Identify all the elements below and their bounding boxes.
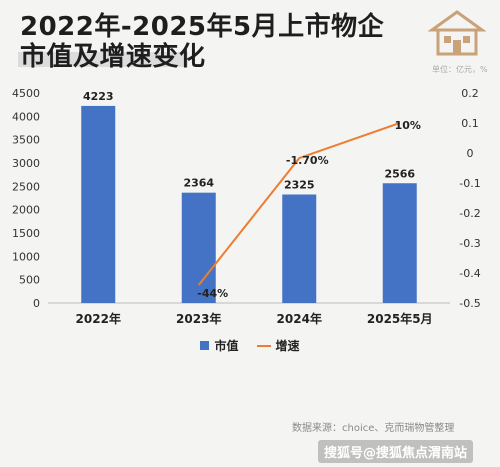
growth-line [197, 122, 401, 286]
y-right-tick-label: -0.3 [459, 237, 480, 250]
bar-market-value [282, 194, 317, 303]
title-line-1: 2022年-2025年5月上市物企 [20, 12, 385, 42]
line-data-label: 10% [395, 119, 421, 132]
legend-label-market-value: 市值 [214, 339, 239, 353]
bar-data-label: 2364 [183, 177, 214, 190]
bar-data-label: 4223 [83, 90, 114, 103]
y-right-tick-label: -0.2 [459, 207, 480, 220]
y-left-tick-label: 1500 [12, 227, 40, 240]
chart-title: 2022年-2025年5月上市物企 市值及增速变化 [20, 12, 384, 72]
line-data-label: -1.70% [286, 154, 329, 167]
bar-market-value [81, 105, 116, 303]
y-right-tick-label: -0.4 [459, 267, 480, 280]
y-left-tick-label: 2000 [12, 204, 40, 217]
y-left-tick-label: 3000 [12, 157, 40, 170]
y-left-tick-label: 4000 [12, 110, 40, 123]
legend: 市值 增速 [0, 337, 500, 354]
legend-item-growth: 增速 [256, 337, 300, 354]
line-data-label: -44% [197, 287, 228, 300]
y-right-tick-label: 0 [467, 147, 474, 160]
legend-item-market-value: 市值 [200, 337, 239, 354]
y-right-tick-label: -0.1 [459, 177, 480, 190]
bar-market-value [382, 183, 417, 303]
legend-line-swatch [256, 344, 271, 347]
bar-data-label: 2325 [284, 179, 315, 192]
x-tick-label: 2022年 [76, 311, 121, 326]
legend-label-growth: 增速 [275, 339, 300, 353]
unit-label: 单位：亿元，% [432, 65, 488, 74]
y-left-tick-label: 500 [19, 274, 40, 287]
y-left-tick-label: 1000 [12, 250, 40, 263]
x-tick-label: 2024年 [277, 311, 322, 326]
house-logo-icon [428, 10, 486, 56]
footer-watermark: 搜狐号@搜狐焦点渭南站 [318, 440, 474, 463]
y-left-tick-label: 4500 [12, 87, 40, 100]
x-tick-label: 2023年 [176, 311, 221, 326]
y-left-tick-label: 2500 [12, 180, 40, 193]
x-tick-label: 2025年5月 [367, 311, 433, 326]
y-right-tick-label: 0.1 [461, 117, 479, 130]
y-left-tick-label: 0 [33, 297, 40, 310]
legend-bar-swatch [200, 341, 210, 350]
source-note: 数据来源：choice、克而瑞物管整理 [292, 423, 455, 434]
y-right-tick-label: 0.2 [461, 87, 479, 100]
y-right-tick-label: -0.5 [459, 297, 480, 310]
title-line-2: 市值及增速变化 [20, 42, 206, 72]
y-left-tick-label: 3500 [12, 134, 40, 147]
title-highlight [18, 52, 188, 67]
bar-data-label: 2566 [384, 167, 415, 180]
